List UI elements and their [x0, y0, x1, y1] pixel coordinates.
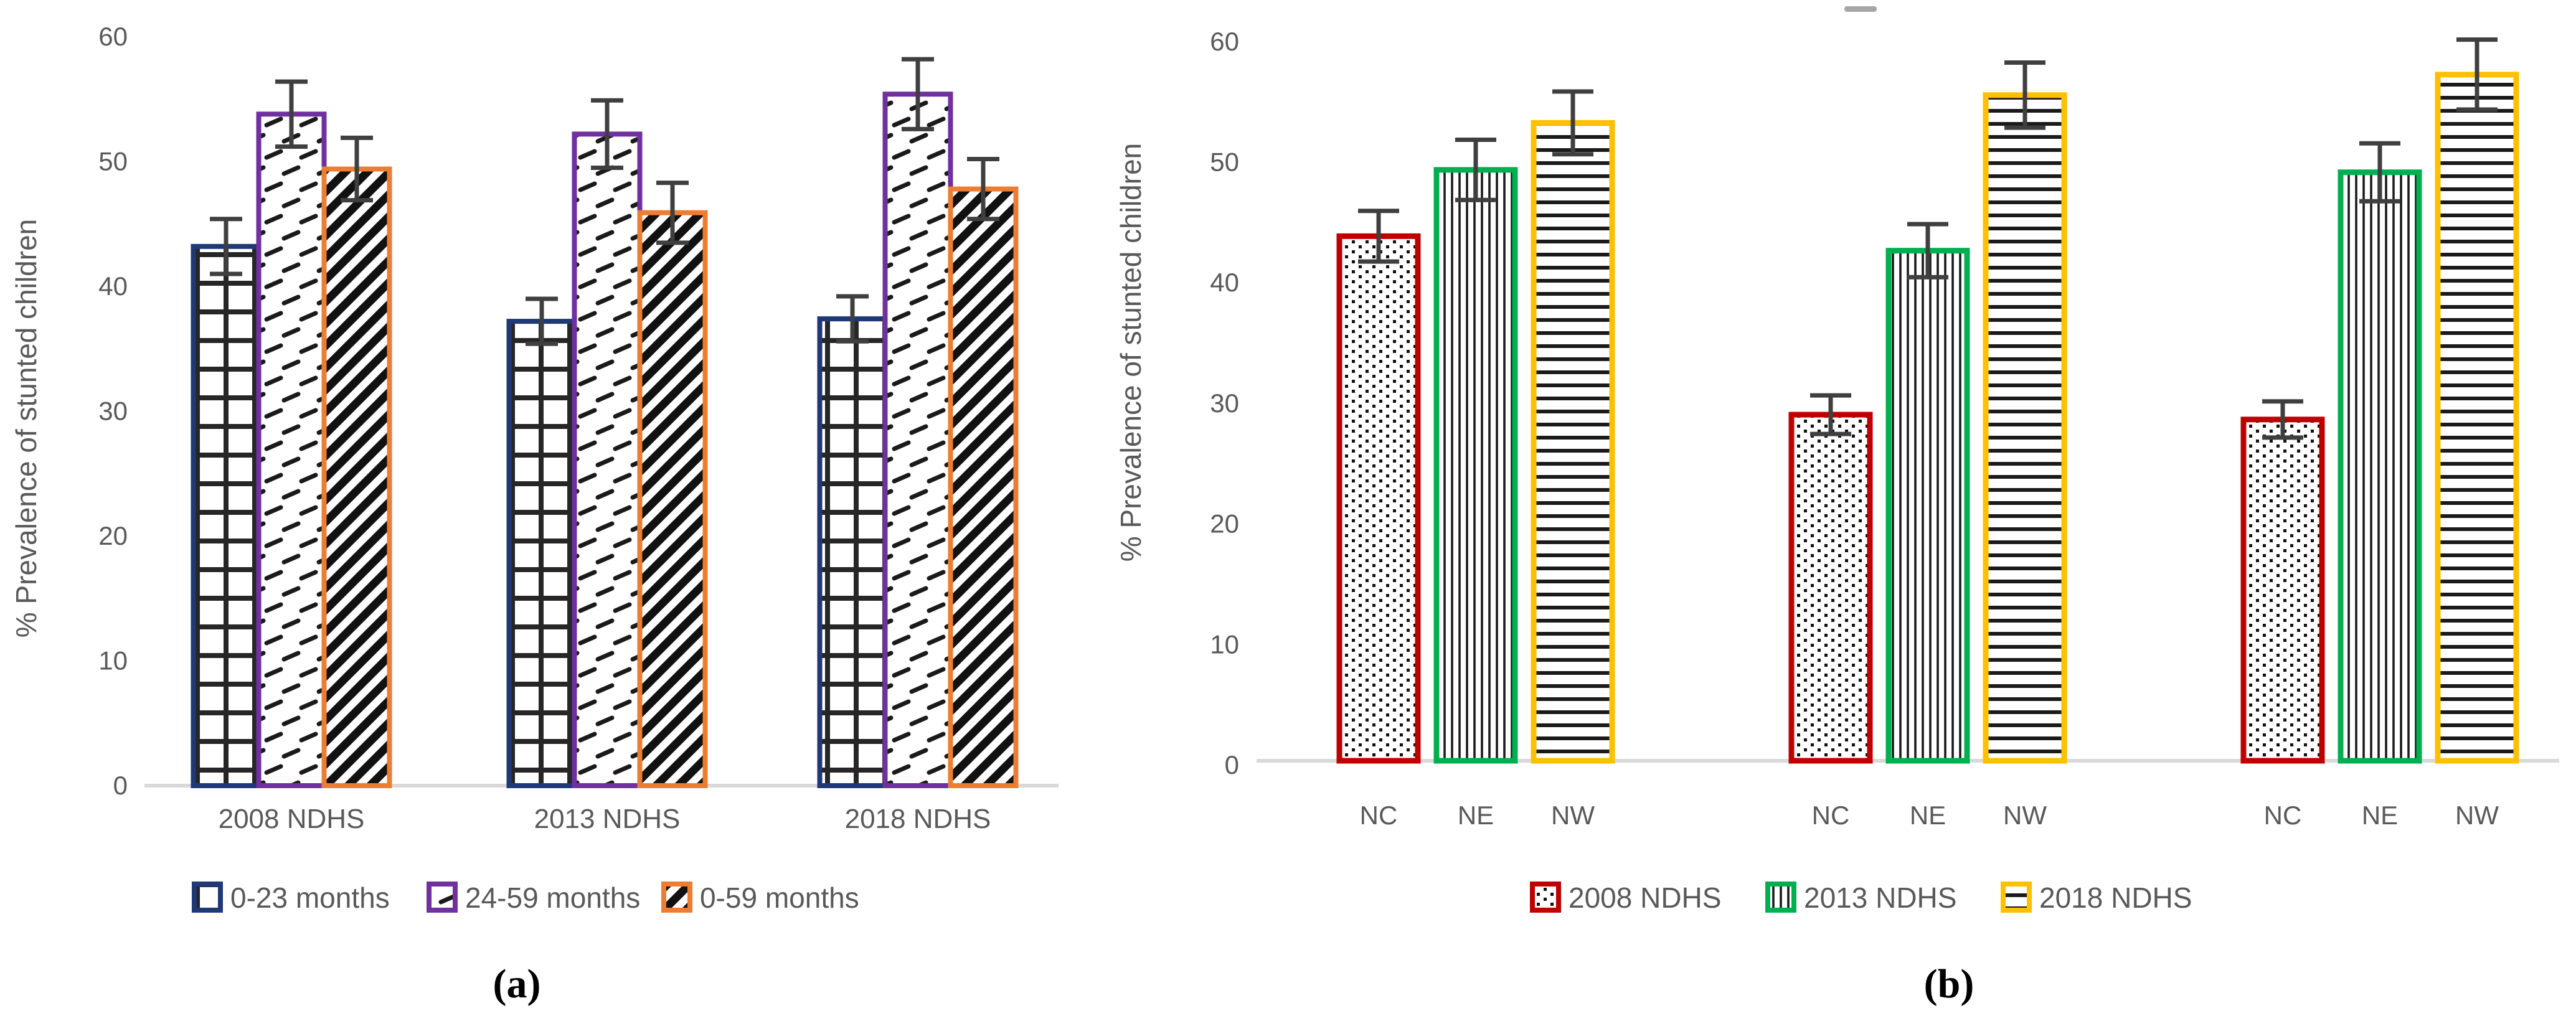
x-bar-label: NW [2003, 801, 2047, 830]
x-bar-label: NE [2362, 801, 2398, 830]
panel-a-chart: % Prevalence of stunted children 0 10 20 30 4… [10, 22, 1059, 1007]
bar-NC-group3 [2240, 416, 2325, 764]
bar-0-59 months-2013 NDHS [637, 210, 708, 788]
panel-label: (a) [493, 961, 541, 1007]
error-bar [2004, 60, 2045, 130]
bar-NE-group1 [1433, 167, 1518, 764]
error-bar [526, 296, 558, 346]
bar-24-59 months-2018 NDHS [882, 92, 953, 789]
legend-label: 2018 NDHS [2039, 882, 2192, 914]
error-bar [1552, 89, 1593, 157]
legend-swatch-icon [1530, 882, 1561, 913]
bar-NE-group3 [2338, 169, 2422, 764]
panel-label: (b) [1924, 961, 1974, 1007]
bar-0-59 months-2018 NDHS [948, 186, 1019, 788]
legend-item: 24-59 months [427, 882, 640, 914]
x-bar-label: NC [1812, 801, 1850, 830]
bar-NW-group3 [2435, 72, 2519, 764]
y-tick-label: 60 [1210, 27, 1239, 56]
bar-0-23 months-2008 NDHS [191, 243, 262, 788]
error-bar [902, 57, 934, 131]
error-bar [2456, 37, 2498, 112]
bar-NW-group1 [1531, 120, 1615, 764]
error-bar [1810, 393, 1851, 436]
legend-label: 2008 NDHS [1569, 882, 1721, 914]
legend-label: 0-59 months [700, 882, 859, 914]
x-bar-label: NE [1458, 801, 1494, 830]
legend-label: 0-23 months [230, 882, 390, 914]
error-bar [1455, 137, 1496, 202]
legend-item: 0-59 months [661, 882, 859, 914]
error-bar [836, 294, 869, 344]
stray-mark-artifact [1844, 6, 1877, 12]
legend-swatch-icon [2001, 882, 2032, 913]
y-tick-label: 50 [1210, 148, 1239, 177]
error-bar [1907, 222, 1948, 280]
x-category-label: 2018 NDHS [845, 804, 991, 834]
y-tick-label: 0 [1225, 750, 1239, 779]
y-tick-label: 20 [98, 521, 128, 550]
legend-swatch-icon [192, 882, 223, 913]
y-tick-label: 10 [1210, 629, 1239, 659]
error-bar [2262, 399, 2303, 440]
legend-item: 2018 NDHS [2001, 882, 2192, 914]
x-bar-label: NC [2264, 801, 2302, 830]
bar-NC-group1 [1336, 233, 1421, 764]
legend-swatch-icon [661, 882, 692, 913]
x-category-label: 2008 NDHS [219, 804, 365, 834]
error-bar [656, 181, 689, 245]
error-bar [1358, 209, 1399, 264]
bar-NE-group2 [1885, 248, 1970, 764]
x-bar-label: NW [2455, 801, 2499, 830]
y-tick-label: 60 [98, 22, 128, 51]
error-bar [275, 79, 308, 149]
y-tick-label: 40 [98, 271, 128, 301]
bar-24-59 months-2013 NDHS [572, 131, 643, 788]
y-tick-label: 30 [98, 397, 128, 426]
bar-0-59 months-2008 NDHS [321, 166, 392, 788]
x-category-label: 2013 NDHS [534, 804, 681, 834]
error-bar [591, 98, 623, 171]
legend-label: 2013 NDHS [1804, 882, 1956, 914]
legend-item: 0-23 months [192, 882, 390, 914]
legend-label: 24-59 months [465, 882, 640, 914]
bar-24-59 months-2008 NDHS [256, 111, 327, 788]
x-bar-label: NW [1551, 801, 1595, 830]
legend-item: 2013 NDHS [1765, 882, 1956, 914]
error-bar [341, 135, 373, 203]
legend-item: 2008 NDHS [1530, 882, 1721, 914]
y-tick-label: 50 [98, 147, 128, 176]
x-bar-label: NC [1360, 801, 1398, 830]
x-bar-label: NE [1910, 801, 1946, 830]
y-tick-label: 30 [1210, 388, 1239, 418]
y-tick-label: 40 [1210, 268, 1239, 297]
y-tick-label: 10 [98, 646, 128, 675]
legend-swatch-icon [427, 882, 458, 913]
legend-swatch-icon [1765, 882, 1796, 913]
y-tick-label: 20 [1210, 509, 1239, 539]
panel-b-chart: % Prevalence of stunted children 0 10 20 30 4… [1115, 27, 2559, 1007]
error-bar [2359, 141, 2400, 204]
y-axis-title: % Prevalence of stunted children [10, 219, 42, 638]
y-tick-label: 0 [113, 771, 128, 800]
bar-0-23 months-2018 NDHS [817, 316, 888, 788]
bar-0-23 months-2013 NDHS [506, 319, 577, 788]
y-axis-title: % Prevalence of stunted children [1115, 143, 1147, 562]
error-bar [210, 217, 242, 276]
bar-NW-group2 [1983, 92, 2067, 764]
error-bar [967, 156, 999, 222]
bar-NC-group2 [1788, 412, 1873, 764]
